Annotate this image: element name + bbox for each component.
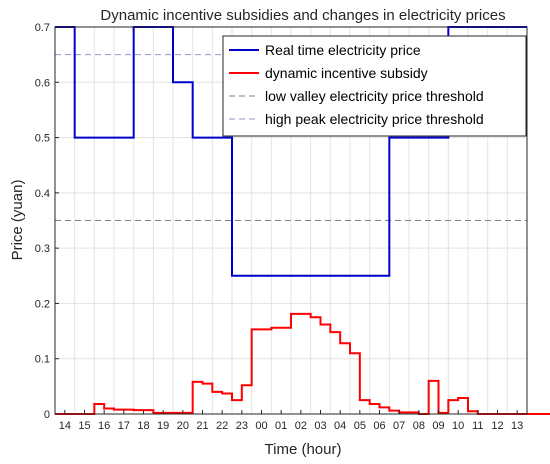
- x-tick-label: 10: [452, 420, 464, 432]
- x-tick-label: 16: [98, 420, 110, 432]
- x-tick-label: 15: [78, 420, 90, 432]
- x-tick-label: 13: [511, 420, 523, 432]
- x-tick-label: 05: [354, 420, 366, 432]
- x-tick-label: 03: [314, 420, 326, 432]
- legend-box: [222, 35, 527, 137]
- y-tick-label: 0.3: [35, 243, 50, 255]
- y-tick-label: 0.1: [35, 354, 50, 366]
- x-tick-label: 01: [275, 420, 287, 432]
- legend-label: high peak electricity price threshold: [265, 111, 484, 127]
- y-axis-label: Price (yuan): [9, 180, 26, 261]
- y-tick-label: 0.2: [35, 298, 50, 310]
- x-tick-label: 14: [59, 420, 71, 432]
- x-tick-label: 19: [157, 420, 169, 432]
- x-tick-label: 21: [196, 420, 208, 432]
- x-tick-label: 07: [393, 420, 405, 432]
- x-tick-label: 11: [472, 420, 483, 432]
- series-1-line: [55, 312, 550, 415]
- x-tick-label: 20: [177, 420, 189, 432]
- y-tick-label: 0: [44, 409, 50, 421]
- legend-label: dynamic incentive subsidy: [265, 65, 428, 81]
- x-tick-label: 09: [432, 420, 444, 432]
- x-tick-label: 04: [334, 420, 346, 432]
- x-tick-label: 12: [491, 420, 503, 432]
- y-tick-label: 0.4: [35, 188, 50, 200]
- y-tick-label: 0.5: [35, 133, 50, 145]
- series-lines: [55, 26, 550, 415]
- y-axis-ticks: 0 0.1 0.2 0.3 0.4 0.5 0.6 0.7: [35, 22, 59, 421]
- x-axis-label: Time (hour): [265, 441, 342, 458]
- legend-label: Real time electricity price: [265, 42, 421, 58]
- x-tick-label: 02: [295, 420, 307, 432]
- legend: Real time electricity price dynamic incen…: [222, 35, 527, 137]
- y-tick-label: 0.6: [35, 77, 50, 89]
- x-tick-label: 22: [216, 420, 228, 432]
- y-tick-label: 0.7: [35, 22, 50, 34]
- series-0-line: [55, 26, 527, 277]
- chart-title: Dynamic incentive subsidies and changes …: [100, 7, 505, 24]
- plot-frame: [54, 26, 528, 415]
- x-tick-label: 17: [118, 420, 130, 432]
- x-tick-label: 23: [236, 420, 248, 432]
- x-tick-label: 06: [373, 420, 385, 432]
- x-tick-label: 18: [137, 420, 149, 432]
- x-tick-label: 08: [413, 420, 425, 432]
- x-axis-ticks: 14 15 16 17 18 19 20 21 22 23 00 01 02 03 04 05 06 07 08 09…: [59, 410, 523, 432]
- legend-label: low valley electricity price threshold: [265, 88, 484, 104]
- x-tick-label: 00: [255, 420, 267, 432]
